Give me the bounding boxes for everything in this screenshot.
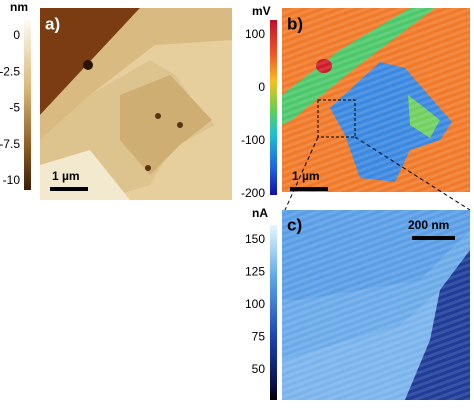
panel-label: c) [287, 215, 302, 234]
colorbar-ticks: 0 -2.5 -5 -7.5 -10 [0, 28, 20, 187]
colorbar-tick-label: 100 [245, 27, 265, 41]
colorbar-tick-label: 75 [252, 330, 266, 344]
colorbar-ticks: 100 0 -100 -200 [241, 27, 265, 200]
colorbar-tick-label: -100 [241, 133, 265, 147]
zoom-line [284, 136, 319, 211]
colorbar [24, 20, 31, 190]
panel-label: a) [45, 14, 60, 33]
colorbar-tick-label: 125 [245, 265, 265, 279]
colorbar-tick-label: -200 [241, 186, 265, 200]
colorbar-tick-label: 0 [13, 28, 20, 42]
scale-bar-label: 200 nm [408, 218, 449, 232]
scale-bar [50, 187, 88, 191]
scale-bar [412, 236, 455, 240]
afm-image [40, 8, 232, 200]
scale-bar [290, 187, 328, 191]
colorbar-unit: nA [252, 206, 268, 220]
scale-bar-label: 1 µm [292, 169, 320, 183]
colorbar [270, 20, 277, 195]
panel-label: b) [287, 14, 303, 33]
colorbar-tick-label: -7.5 [0, 137, 20, 151]
colorbar-unit: mV [252, 4, 271, 18]
zoom-line [354, 136, 471, 211]
current-image [282, 210, 470, 400]
colorbar-tick-label: -5 [9, 101, 20, 115]
colorbar-tick-label: -10 [3, 173, 21, 187]
colorbar-tick-label: 150 [245, 232, 265, 246]
colorbar-tick-label: 0 [258, 80, 265, 94]
colorbar-tick-label: 50 [252, 362, 266, 376]
kpfm-image [282, 8, 470, 192]
colorbar-unit: nm [10, 0, 28, 14]
colorbar-ticks: 150 125 100 75 50 [245, 232, 265, 376]
colorbar-tick-label: 100 [245, 297, 265, 311]
colorbar-tick-label: -2.5 [0, 64, 20, 78]
scale-bar-label: 1 µm [52, 169, 80, 183]
colorbar [270, 225, 277, 400]
